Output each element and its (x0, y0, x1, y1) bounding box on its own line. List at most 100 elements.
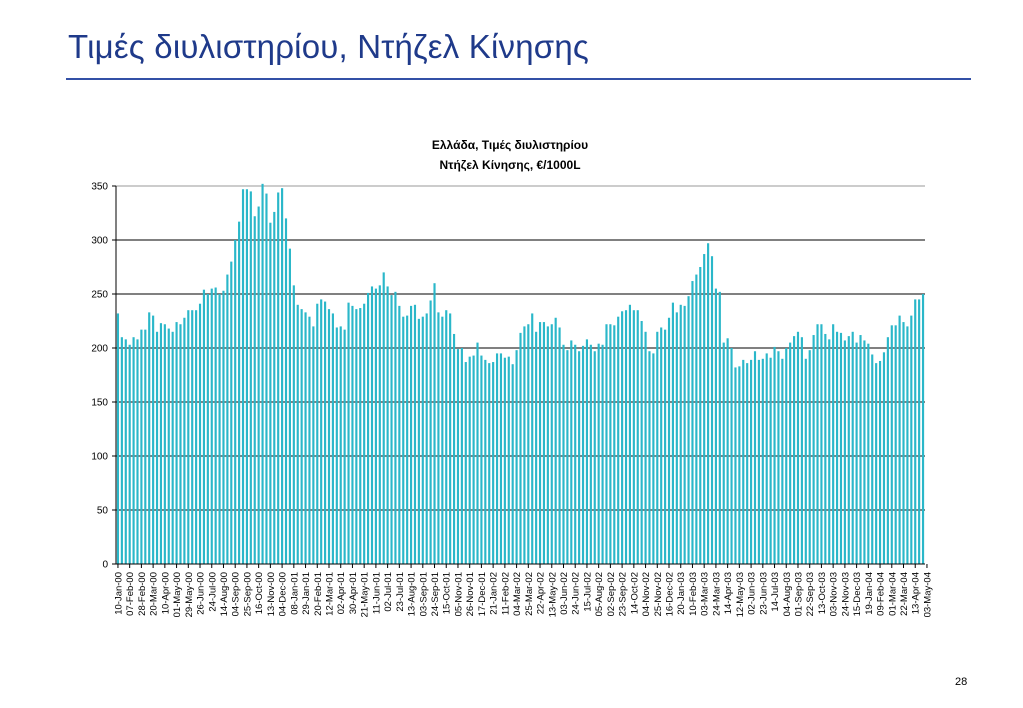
chart-title: Ελλάδα, Τιμές διυλιστηρίου Ντήζελ Κίνηση… (300, 135, 720, 175)
x-tick-label: 23-Sep-02 (618, 572, 629, 616)
x-tick-label: 22-Sep-03 (805, 572, 816, 616)
x-tick-label: 29-Jan-01 (301, 572, 312, 615)
x-tick-label: 13-Aug-01 (407, 572, 418, 616)
bar (683, 305, 686, 564)
chart-title-line2: Ντήζελ Κίνησης, €/1000L (439, 158, 581, 172)
bar (675, 312, 678, 564)
bar (495, 353, 499, 564)
bar (621, 311, 624, 564)
x-tick-label: 15-Oct-01 (442, 572, 453, 614)
bar (210, 288, 213, 564)
page-number: 28 (955, 676, 968, 688)
bar (351, 305, 354, 564)
bar (742, 359, 745, 564)
bar (703, 254, 706, 565)
x-tick-label: 08-Jan-01 (289, 572, 300, 615)
bar (734, 367, 737, 564)
x-tick-label: 16-Dec-02 (665, 572, 676, 616)
bar (863, 340, 866, 564)
x-tick-label: 13-Apr-04 (911, 572, 922, 614)
bar (316, 303, 319, 564)
x-tick-label: 10-Apr-00 (160, 572, 171, 614)
bar (894, 325, 897, 564)
bar (617, 316, 620, 564)
x-tick-label: 03-Jun-02 (559, 572, 570, 615)
x-tick-label: 05-Aug-02 (594, 572, 605, 616)
x-tick-label: 22-Apr-02 (536, 572, 547, 614)
bar (148, 312, 151, 564)
bar (304, 312, 307, 564)
x-tick-label: 12-May-03 (735, 572, 746, 617)
bar (628, 304, 632, 564)
x-tick-label: 24-Jul-00 (207, 572, 218, 612)
bar (363, 303, 366, 564)
bar (851, 331, 854, 564)
bar (878, 360, 882, 564)
x-tick-label: 21-Jan-02 (489, 572, 500, 615)
bar (777, 351, 780, 564)
bar (535, 331, 538, 564)
bar (132, 337, 135, 564)
bar (175, 322, 178, 564)
x-tick-label: 02-Jun-03 (747, 572, 758, 615)
bar (339, 326, 342, 564)
bar (824, 333, 827, 564)
bar (605, 324, 608, 564)
bar (464, 362, 467, 564)
bar (452, 333, 456, 564)
bar (460, 348, 463, 564)
bar (179, 324, 182, 564)
bar (722, 342, 725, 564)
bar (793, 336, 796, 564)
bar (296, 304, 299, 564)
bar (312, 326, 315, 564)
bar (648, 351, 651, 564)
bar (308, 316, 311, 564)
x-tick-label: 05-Nov-01 (453, 572, 464, 616)
y-tick-label: 100 (91, 452, 108, 463)
bar (812, 335, 815, 564)
bar (480, 355, 483, 564)
bar (785, 348, 788, 564)
bar (116, 313, 120, 564)
x-tick-label: 24-Nov-03 (840, 572, 851, 616)
bar (835, 331, 839, 564)
bar (542, 322, 546, 564)
bar (382, 272, 385, 564)
bar (230, 261, 233, 564)
bar (898, 315, 901, 564)
bar (890, 325, 893, 564)
bar (347, 302, 350, 564)
bar (476, 342, 479, 564)
y-tick-label: 350 (91, 182, 108, 193)
title-divider (66, 78, 971, 80)
bar (906, 326, 909, 564)
bar (687, 296, 690, 564)
bar (324, 301, 327, 564)
bar (855, 342, 858, 564)
bar (402, 316, 405, 564)
bar (503, 357, 506, 564)
x-tick-label: 28-Feb-00 (137, 572, 148, 616)
bar (257, 206, 260, 564)
bar (167, 328, 170, 564)
bar (281, 188, 284, 564)
bar (191, 310, 194, 564)
bar (804, 358, 807, 564)
bar (206, 294, 209, 564)
bar (570, 340, 573, 564)
bar (421, 316, 424, 564)
bar (730, 348, 733, 564)
bar (781, 358, 784, 564)
bar (839, 332, 843, 564)
bar (187, 310, 190, 564)
x-tick-label: 04-Mar-02 (512, 572, 523, 616)
bar (378, 285, 381, 564)
bar (327, 309, 331, 564)
x-tick-label: 20-Mar-00 (149, 572, 160, 616)
x-tick-label: 15-Jul-02 (582, 572, 593, 612)
x-tick-label: 10-Feb-03 (688, 572, 699, 616)
bar (249, 191, 252, 564)
x-tick-label: 12-Mar-01 (324, 572, 335, 616)
